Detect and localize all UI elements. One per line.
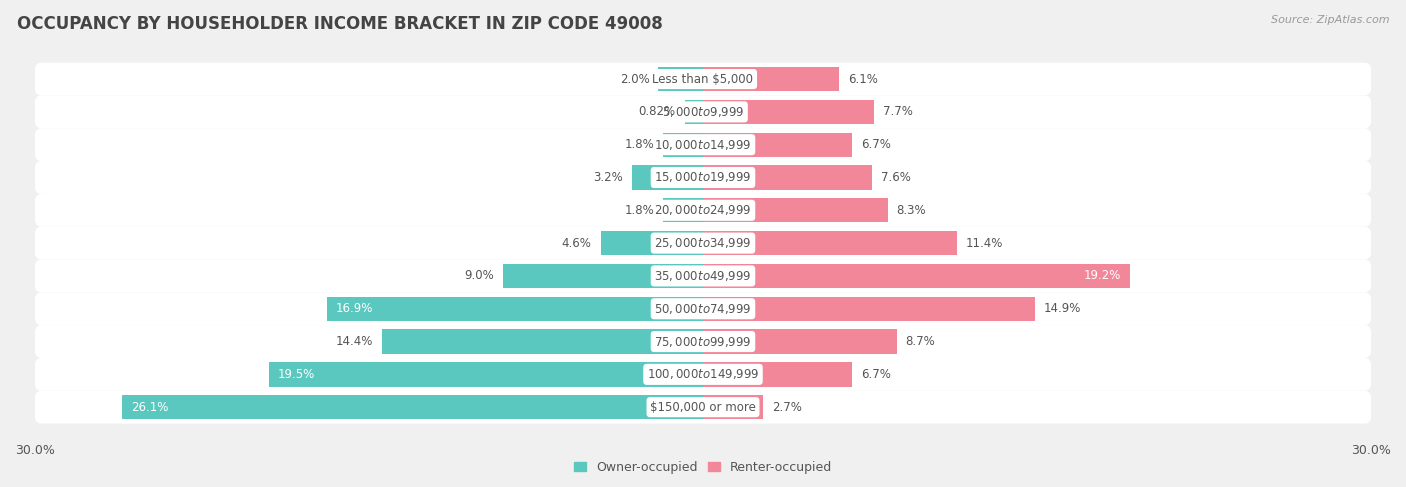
Text: 14.4%: 14.4%	[336, 335, 374, 348]
Text: 2.7%: 2.7%	[772, 401, 801, 413]
Text: 6.7%: 6.7%	[860, 368, 891, 381]
Text: $150,000 or more: $150,000 or more	[650, 401, 756, 413]
Text: $25,000 to $34,999: $25,000 to $34,999	[654, 236, 752, 250]
FancyBboxPatch shape	[34, 95, 1372, 128]
Bar	[703, 198, 887, 223]
Bar	[269, 362, 703, 387]
Text: Source: ZipAtlas.com: Source: ZipAtlas.com	[1271, 15, 1389, 25]
Text: 9.0%: 9.0%	[464, 269, 494, 282]
Bar	[600, 231, 703, 255]
FancyBboxPatch shape	[34, 325, 1372, 358]
Text: 14.9%: 14.9%	[1043, 302, 1081, 315]
Text: 4.6%: 4.6%	[562, 237, 592, 250]
Text: 19.2%: 19.2%	[1084, 269, 1122, 282]
FancyBboxPatch shape	[34, 292, 1372, 325]
Text: $5,000 to $9,999: $5,000 to $9,999	[662, 105, 744, 119]
Text: 7.7%: 7.7%	[883, 105, 912, 118]
Bar	[703, 297, 1035, 321]
Bar	[503, 264, 703, 288]
Bar	[662, 198, 703, 223]
FancyBboxPatch shape	[34, 391, 1372, 424]
Text: 3.2%: 3.2%	[593, 171, 623, 184]
Text: $50,000 to $74,999: $50,000 to $74,999	[654, 302, 752, 316]
Bar	[703, 67, 839, 91]
FancyBboxPatch shape	[34, 227, 1372, 260]
Text: 11.4%: 11.4%	[966, 237, 1002, 250]
Text: 8.7%: 8.7%	[905, 335, 935, 348]
Text: 1.8%: 1.8%	[624, 204, 654, 217]
Text: 0.82%: 0.82%	[638, 105, 676, 118]
FancyBboxPatch shape	[34, 358, 1372, 391]
Bar	[662, 132, 703, 157]
FancyBboxPatch shape	[34, 63, 1372, 95]
FancyBboxPatch shape	[34, 194, 1372, 227]
Text: 1.8%: 1.8%	[624, 138, 654, 151]
Text: OCCUPANCY BY HOUSEHOLDER INCOME BRACKET IN ZIP CODE 49008: OCCUPANCY BY HOUSEHOLDER INCOME BRACKET …	[17, 15, 662, 33]
Text: $15,000 to $19,999: $15,000 to $19,999	[654, 170, 752, 185]
Bar	[685, 100, 703, 124]
Bar	[326, 297, 703, 321]
Text: 19.5%: 19.5%	[278, 368, 315, 381]
Bar	[703, 395, 763, 419]
Bar	[122, 395, 703, 419]
Text: 16.9%: 16.9%	[336, 302, 373, 315]
Bar	[703, 165, 872, 189]
Bar	[658, 67, 703, 91]
Bar	[703, 132, 852, 157]
FancyBboxPatch shape	[34, 260, 1372, 292]
FancyBboxPatch shape	[34, 161, 1372, 194]
Bar	[703, 231, 956, 255]
Bar	[703, 264, 1130, 288]
Text: $35,000 to $49,999: $35,000 to $49,999	[654, 269, 752, 283]
Text: $100,000 to $149,999: $100,000 to $149,999	[647, 367, 759, 381]
Text: 6.7%: 6.7%	[860, 138, 891, 151]
Text: $75,000 to $99,999: $75,000 to $99,999	[654, 335, 752, 349]
Text: $20,000 to $24,999: $20,000 to $24,999	[654, 203, 752, 217]
Text: 8.3%: 8.3%	[897, 204, 927, 217]
Text: 26.1%: 26.1%	[131, 401, 169, 413]
Text: 7.6%: 7.6%	[882, 171, 911, 184]
Text: $10,000 to $14,999: $10,000 to $14,999	[654, 138, 752, 151]
Bar	[703, 362, 852, 387]
Bar	[631, 165, 703, 189]
Bar	[703, 329, 897, 354]
Text: 6.1%: 6.1%	[848, 73, 877, 86]
Bar	[703, 100, 875, 124]
FancyBboxPatch shape	[34, 128, 1372, 161]
Bar	[382, 329, 703, 354]
Text: 2.0%: 2.0%	[620, 73, 650, 86]
Legend: Owner-occupied, Renter-occupied: Owner-occupied, Renter-occupied	[574, 461, 832, 474]
Text: Less than $5,000: Less than $5,000	[652, 73, 754, 86]
